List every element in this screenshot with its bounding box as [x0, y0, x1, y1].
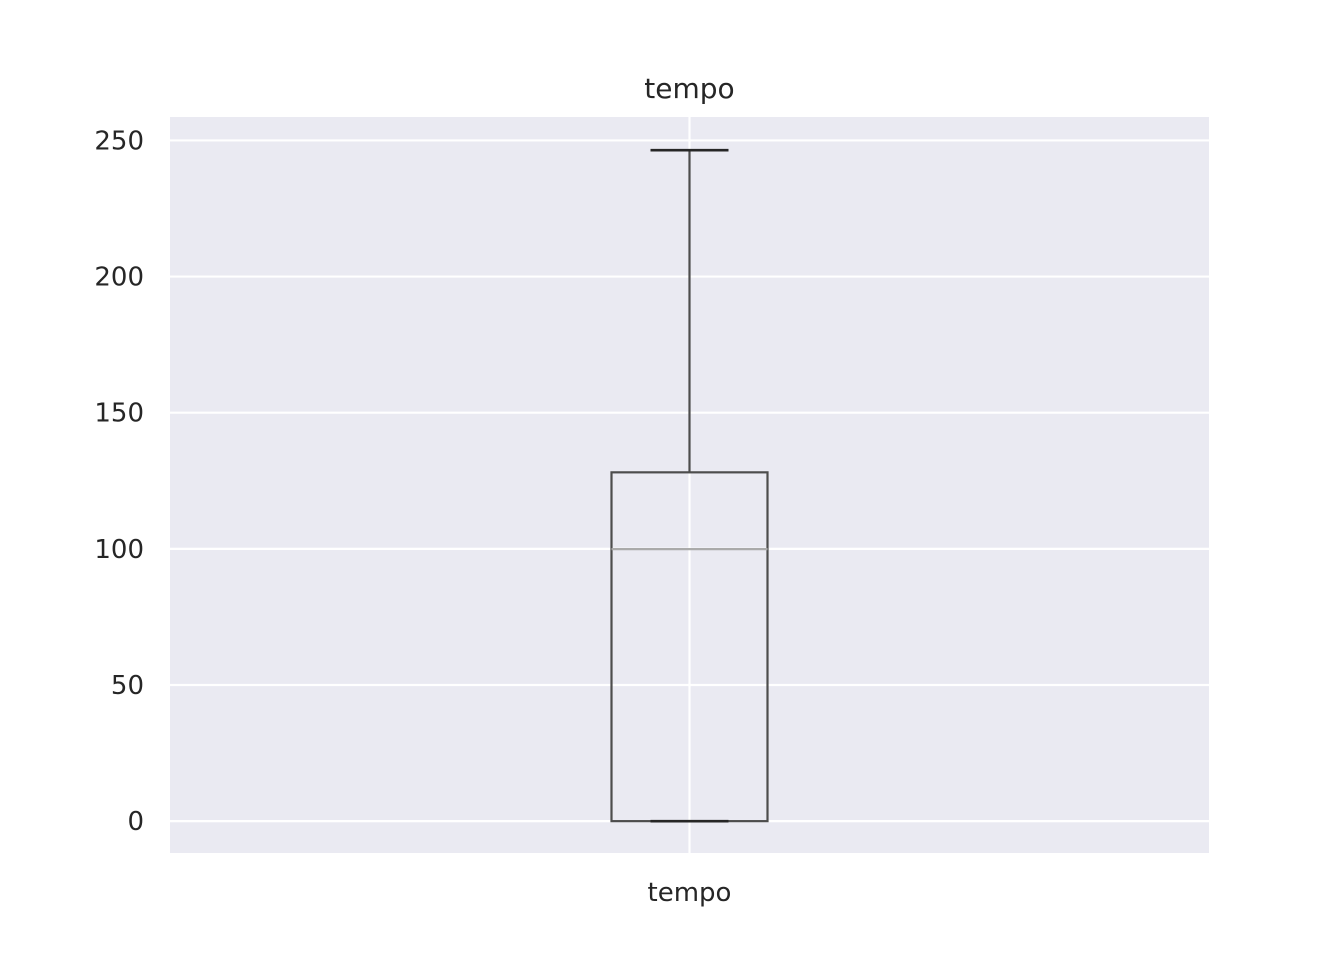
x-tick-label: tempo: [648, 878, 732, 908]
y-tick-label: 200: [94, 263, 144, 293]
y-tick-label: 100: [94, 535, 144, 565]
box-layer: [610, 148, 769, 823]
y-tick-label: 150: [94, 399, 144, 429]
y-tick-label: 0: [127, 807, 144, 837]
y-tick-labels: 0 50 100 150 200 250: [94, 126, 144, 837]
y-tick-label: 250: [94, 126, 144, 156]
x-tick-labels: tempo: [648, 878, 732, 908]
y-tick-label: 50: [111, 671, 144, 701]
chart-title: tempo: [644, 72, 734, 105]
